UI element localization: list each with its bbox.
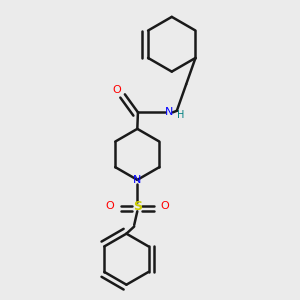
Text: S: S [133,200,142,213]
Text: O: O [113,85,122,95]
Text: O: O [105,201,114,211]
Text: O: O [160,201,169,211]
Text: H: H [177,110,184,120]
Text: N: N [165,107,173,117]
Text: N: N [133,175,142,185]
